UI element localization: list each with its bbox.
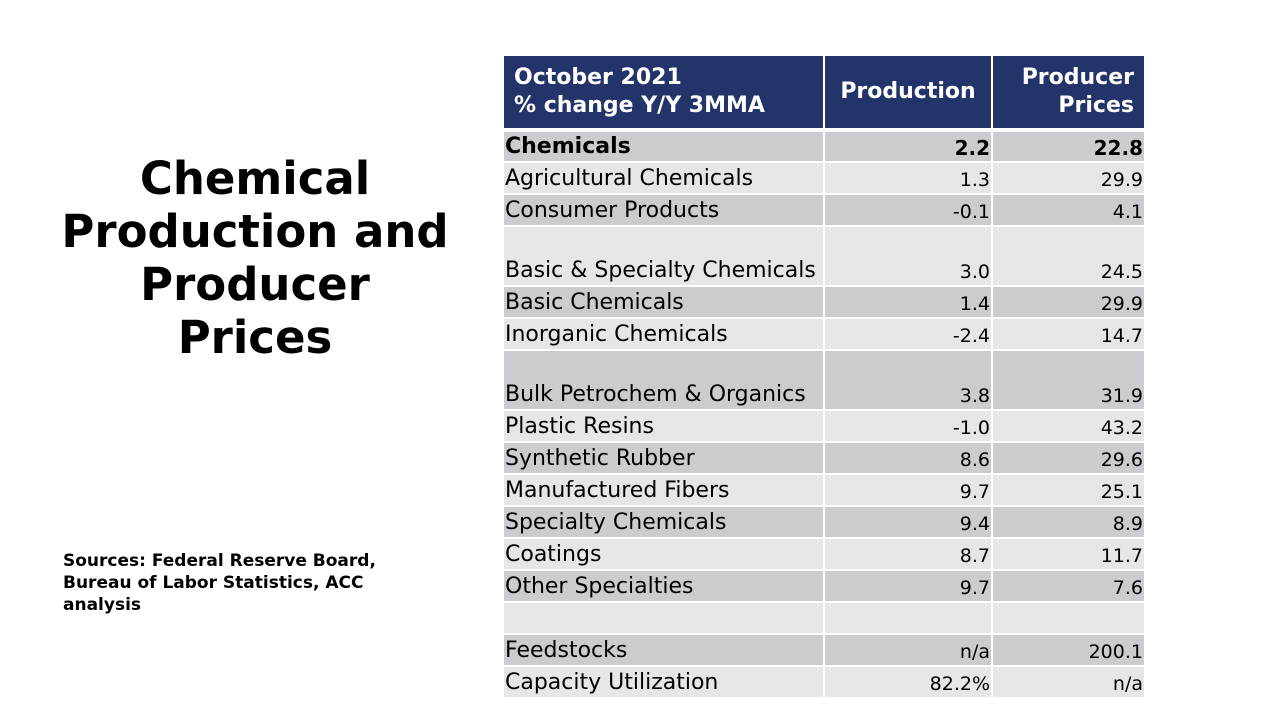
table-row: Consumer Products -0.1 4.1: [504, 194, 1144, 227]
row-production: 3.0: [824, 226, 993, 287]
row-producer-prices: [992, 602, 1144, 635]
row-production: 82.2%: [824, 666, 993, 699]
row-production: n/a: [824, 634, 993, 667]
row-producer-prices: 24.5: [992, 226, 1144, 287]
table-row: Bulk Petrochem & Organics 3.8 31.9: [504, 350, 1144, 411]
table-row: Chemicals 2.2 22.8: [504, 130, 1144, 163]
sources-note: Sources: Federal Reserve Board, Bureau o…: [63, 551, 376, 615]
row-label: Bulk Petrochem & Organics: [504, 350, 825, 411]
row-production: 9.7: [824, 570, 993, 603]
table-row: Synthetic Rubber 8.6 29.6: [504, 442, 1144, 475]
data-table: October 2021 % change Y/Y 3MMA Productio…: [504, 56, 1144, 699]
row-label: Capacity Utilization: [504, 666, 825, 699]
row-production: [824, 602, 993, 635]
table-row: Agricultural Chemicals 1.3 29.9: [504, 162, 1144, 195]
table-row: Feedstocks n/a 200.1: [504, 634, 1144, 667]
row-production: 2.2: [824, 130, 993, 163]
row-production: -1.0: [824, 410, 993, 443]
row-producer-prices: n/a: [992, 666, 1144, 699]
row-producer-prices: 8.9: [992, 506, 1144, 539]
table-row: [504, 602, 1144, 635]
header-production: Production: [824, 56, 993, 132]
header-period-line2: % change Y/Y 3MMA: [514, 93, 765, 118]
row-label: Consumer Products: [504, 194, 825, 227]
table-row: Coatings 8.7 11.7: [504, 538, 1144, 571]
row-label: Inorganic Chemicals: [504, 318, 825, 351]
header-producer-prices-line2: Prices: [1058, 93, 1134, 118]
row-producer-prices: 29.9: [992, 286, 1144, 319]
table-row: Manufactured Fibers 9.7 25.1: [504, 474, 1144, 507]
row-production: 9.7: [824, 474, 993, 507]
header-period: October 2021 % change Y/Y 3MMA: [504, 56, 825, 132]
table-row: Capacity Utilization 82.2% n/a: [504, 666, 1144, 699]
table-row: Basic & Specialty Chemicals 3.0 24.5: [504, 226, 1144, 287]
header-period-line1: October 2021: [514, 65, 682, 90]
row-label: [504, 602, 825, 635]
table-row: Inorganic Chemicals -2.4 14.7: [504, 318, 1144, 351]
row-label: Manufactured Fibers: [504, 474, 825, 507]
row-label: Chemicals: [504, 130, 825, 163]
row-producer-prices: 200.1: [992, 634, 1144, 667]
row-label: Feedstocks: [504, 634, 825, 667]
table-row: Plastic Resins -1.0 43.2: [504, 410, 1144, 443]
row-producer-prices: 25.1: [992, 474, 1144, 507]
row-producer-prices: 29.9: [992, 162, 1144, 195]
row-label: Coatings: [504, 538, 825, 571]
row-production: 8.6: [824, 442, 993, 475]
row-label: Plastic Resins: [504, 410, 825, 443]
header-producer-prices-line1: Producer: [1021, 65, 1134, 90]
row-production: 8.7: [824, 538, 993, 571]
table-header-row: October 2021 % change Y/Y 3MMA Productio…: [504, 56, 1144, 132]
table-row: Basic Chemicals 1.4 29.9: [504, 286, 1144, 319]
table-body: Chemicals 2.2 22.8 Agricultural Chemicals 1.…: [504, 130, 1144, 699]
row-producer-prices: 14.7: [992, 318, 1144, 351]
row-producer-prices: 4.1: [992, 194, 1144, 227]
row-label: Specialty Chemicals: [504, 506, 825, 539]
row-label: Agricultural Chemicals: [504, 162, 825, 195]
table-row: Other Specialties 9.7 7.6: [504, 570, 1144, 603]
row-production: -0.1: [824, 194, 993, 227]
row-producer-prices: 31.9: [992, 350, 1144, 411]
row-production: 1.3: [824, 162, 993, 195]
slide-title: Chemical Production and Producer Prices: [61, 152, 449, 364]
row-label: Synthetic Rubber: [504, 442, 825, 475]
row-producer-prices: 29.6: [992, 442, 1144, 475]
header-producer-prices: Producer Prices: [992, 56, 1144, 132]
row-producer-prices: 11.7: [992, 538, 1144, 571]
row-production: 1.4: [824, 286, 993, 319]
table-row: Specialty Chemicals 9.4 8.9: [504, 506, 1144, 539]
row-production: 3.8: [824, 350, 993, 411]
row-producer-prices: 43.2: [992, 410, 1144, 443]
row-label: Basic Chemicals: [504, 286, 825, 319]
row-label: Basic & Specialty Chemicals: [504, 226, 825, 287]
row-producer-prices: 22.8: [992, 130, 1144, 163]
row-production: -2.4: [824, 318, 993, 351]
row-production: 9.4: [824, 506, 993, 539]
row-label: Other Specialties: [504, 570, 825, 603]
row-producer-prices: 7.6: [992, 570, 1144, 603]
